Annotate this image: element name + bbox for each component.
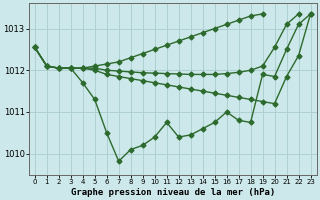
X-axis label: Graphe pression niveau de la mer (hPa): Graphe pression niveau de la mer (hPa) [70, 188, 275, 197]
